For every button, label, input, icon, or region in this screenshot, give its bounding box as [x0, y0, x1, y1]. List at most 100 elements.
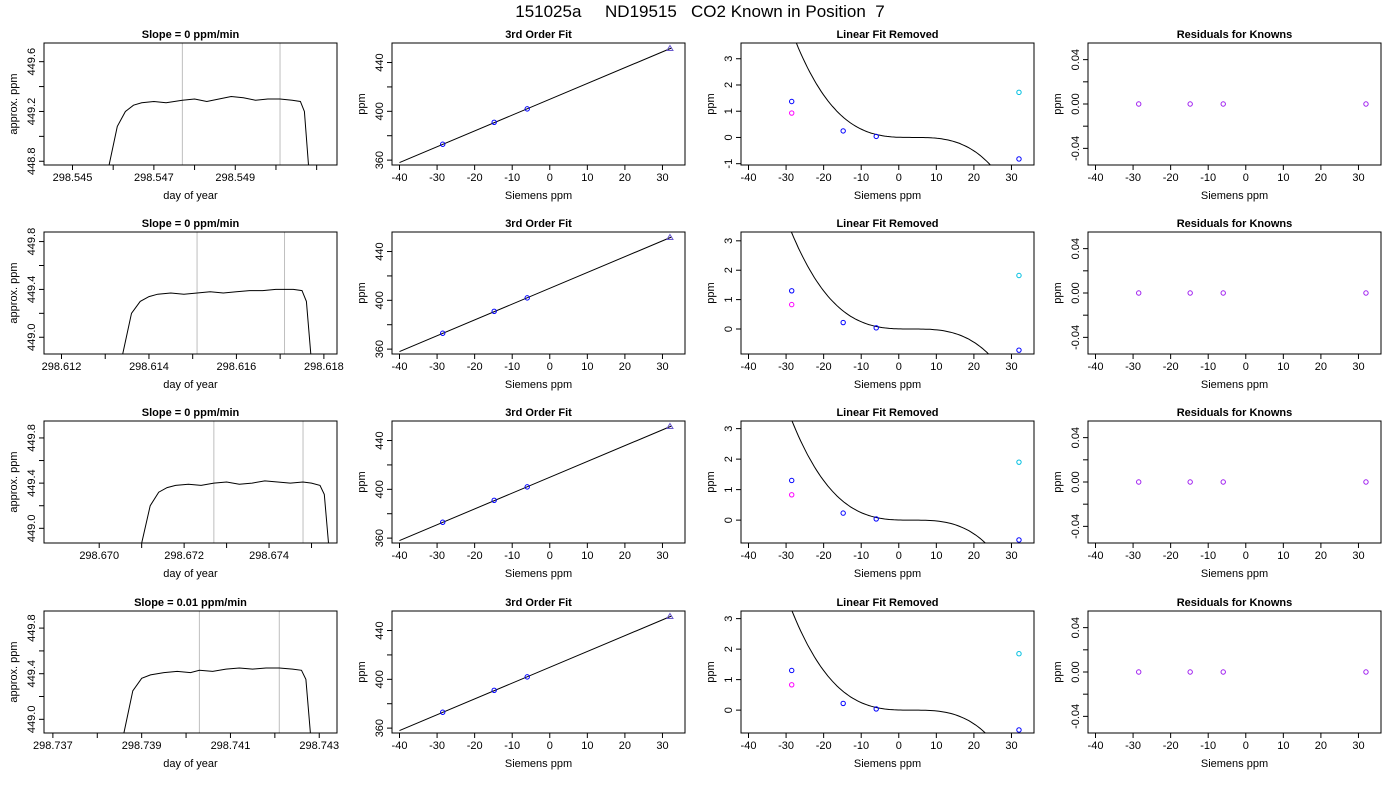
data-layer — [123, 611, 311, 733]
y-tick-label: 400 — [374, 291, 386, 309]
data-layer — [399, 612, 674, 732]
data-point — [873, 706, 879, 712]
x-tick-label: -20 — [1163, 740, 1179, 752]
x-axis-label: day of year — [163, 190, 218, 202]
plot-frame — [43, 231, 338, 355]
y-tick-label: 449.4 — [26, 469, 38, 497]
data-point — [1016, 651, 1022, 657]
x-tick-label: 0 — [547, 740, 553, 752]
y-tick-label: 449.8 — [26, 424, 38, 452]
x-tick-label: 20 — [968, 740, 980, 752]
panel-title: Residuals for Knowns — [1177, 597, 1293, 609]
x-axis-label: day of year — [163, 568, 218, 580]
y-axis-label: ppm — [356, 471, 368, 492]
plot-frame — [1087, 420, 1382, 544]
y-tick-label: 449.6 — [26, 48, 38, 76]
x-tick-label: 20 — [968, 172, 980, 184]
data-point — [1016, 89, 1022, 96]
fit-curve — [791, 421, 987, 543]
y-tick-label: -0.04 — [1070, 325, 1082, 350]
panel: -40 -30 -20 -10 0 10 20 30 0 1 2 3 Linear Fit Remove… — [705, 597, 1035, 770]
data-point — [666, 233, 674, 240]
x-tick-label: -10 — [853, 740, 869, 752]
data-point — [789, 98, 795, 105]
x-tick-label: 20 — [1315, 172, 1327, 184]
y-axis-label: approx. ppm — [8, 73, 20, 134]
data-layer — [1136, 101, 1369, 107]
plot-frame — [43, 420, 338, 544]
fit-curve — [795, 43, 992, 165]
x-tick-label: -10 — [504, 550, 520, 562]
x-tick-label: 10 — [581, 550, 593, 562]
panel-title: Linear Fit Removed — [836, 407, 938, 419]
data-point — [873, 133, 879, 140]
x-tick-label: -30 — [778, 550, 794, 562]
y-axis-label: ppm — [705, 93, 717, 114]
x-tick-label: 0 — [1243, 550, 1249, 562]
data-point — [440, 519, 446, 525]
data-point — [1187, 101, 1193, 107]
x-tick-label: 298.674 — [249, 550, 289, 562]
data-point — [666, 612, 674, 619]
x-tick-label: 10 — [930, 172, 942, 184]
data-point — [1016, 537, 1022, 543]
panel: -40 -30 -20 -10 0 10 20 30 -0.04 0.00 0.04 Residual… — [1052, 29, 1382, 202]
data-point — [1187, 669, 1193, 675]
data-point — [789, 667, 795, 674]
y-tick-label: 0.00 — [1070, 471, 1082, 492]
plot-frame — [740, 610, 1035, 734]
data-point — [840, 319, 846, 326]
y-tick-label: 400 — [374, 480, 386, 498]
panel: 298.670 298.672 298.674 449.0 449.4 449.8 Slop… — [8, 407, 338, 580]
data-layer — [108, 43, 309, 165]
x-tick-label: -20 — [467, 550, 483, 562]
panel: 298.737 298.739 298.741 298.743 449.0 449.4 44… — [8, 597, 339, 770]
data-point — [789, 288, 795, 294]
x-tick-label: 298.612 — [42, 361, 82, 373]
x-axis-label: Siemens ppm — [854, 190, 921, 202]
x-tick-label: -40 — [741, 172, 757, 184]
fit-curve — [790, 232, 990, 354]
plot-frame — [391, 610, 686, 734]
y-tick-label: 449.2 — [26, 98, 38, 126]
x-tick-label: -40 — [392, 172, 408, 184]
plot-frame — [740, 420, 1035, 544]
data-layer — [789, 611, 1022, 733]
data-point — [1187, 479, 1193, 485]
data-point — [840, 510, 846, 516]
data-point — [491, 497, 497, 503]
data-point — [1187, 290, 1193, 296]
x-tick-label: 20 — [1315, 740, 1327, 752]
x-tick-label: 0 — [547, 361, 553, 373]
panel-title: Slope = 0.01 ppm/min — [134, 597, 247, 609]
data-point — [789, 110, 795, 116]
x-tick-label: 10 — [581, 740, 593, 752]
y-axis-label: ppm — [705, 661, 717, 682]
x-axis-label: Siemens ppm — [505, 190, 572, 202]
plot-frame — [43, 610, 338, 734]
y-tick-label: 0 — [723, 517, 735, 523]
x-tick-label: 0 — [896, 361, 902, 373]
panel-title: Linear Fit Removed — [836, 597, 938, 609]
data-point — [1136, 290, 1142, 296]
data-layer — [122, 232, 312, 354]
data-point — [1220, 290, 1226, 296]
x-tick-label: -10 — [504, 361, 520, 373]
y-tick-label: -0.04 — [1070, 136, 1082, 161]
x-tick-label: -10 — [1200, 172, 1216, 184]
data-point — [840, 128, 846, 134]
x-tick-label: 30 — [656, 740, 668, 752]
y-axis-label: approx. ppm — [8, 451, 20, 512]
x-axis-label: Siemens ppm — [505, 379, 572, 391]
x-tick-label: 0 — [547, 172, 553, 184]
data-point — [440, 709, 446, 715]
x-tick-label: 298.545 — [53, 172, 93, 184]
x-tick-label: 10 — [581, 172, 593, 184]
y-axis-label: ppm — [1052, 471, 1064, 492]
panel: -40 -30 -20 -10 0 10 20 30 360 400 440 3rd Order Fi… — [356, 597, 686, 770]
y-tick-label: 360 — [374, 151, 386, 169]
data-layer — [789, 232, 1022, 354]
data-point — [789, 301, 795, 308]
x-tick-label: -40 — [741, 740, 757, 752]
